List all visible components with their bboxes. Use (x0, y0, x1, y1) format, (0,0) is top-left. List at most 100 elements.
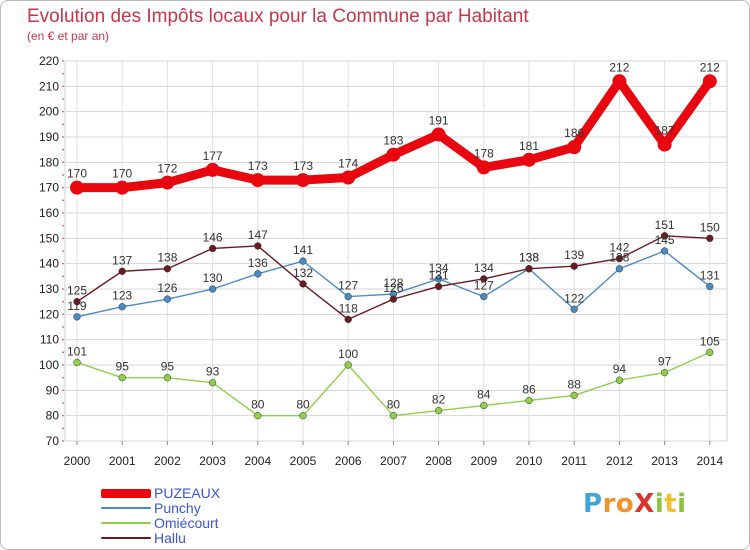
y-tick-label: 100 (39, 358, 59, 372)
data-label: 146 (203, 230, 223, 244)
legend-swatch (101, 537, 151, 539)
data-label: 178 (474, 146, 494, 160)
data-label: 100 (338, 347, 358, 361)
chart-title: Evolution des Impôts locaux pour la Comm… (27, 6, 529, 27)
y-minor-tick (62, 376, 64, 379)
data-label: 137 (112, 253, 132, 267)
x-tick-label: 2005 (290, 454, 317, 468)
data-point (73, 358, 81, 367)
data-label: 82 (432, 393, 446, 407)
data-point (570, 305, 578, 313)
data-label: 174 (338, 157, 358, 171)
data-label: 123 (112, 289, 132, 303)
grid (64, 60, 728, 442)
y-minor-tick (62, 427, 64, 430)
x-tick-label: 2002 (154, 454, 181, 468)
data-point (299, 280, 307, 288)
x-tick-label: 2010 (516, 454, 543, 468)
data-point (434, 406, 443, 415)
y-minor-tick (62, 288, 64, 290)
data-label: 80 (387, 398, 401, 412)
data-point (434, 275, 443, 283)
data-label: 86 (522, 382, 536, 396)
data-label: 126 (157, 281, 177, 295)
y-minor-tick (62, 313, 64, 316)
data-point (434, 282, 443, 291)
y-tick-label: 70 (46, 434, 60, 448)
y-minor-tick (62, 364, 64, 366)
data-point (73, 298, 81, 306)
data-label: 212 (700, 60, 720, 74)
x-tick-label: 2006 (335, 454, 362, 468)
data-point (702, 74, 717, 89)
data-point (208, 285, 217, 293)
data-point (389, 412, 398, 420)
data-point (70, 180, 84, 195)
x-tick-label: 2012 (606, 454, 633, 468)
y-minor-tick (62, 110, 64, 113)
data-label: 138 (519, 251, 539, 265)
data-label: 130 (203, 271, 223, 285)
x-tick-label: 2004 (244, 454, 271, 468)
y-tick-label: 120 (39, 307, 59, 321)
y-minor-tick (62, 161, 64, 164)
data-label: 118 (339, 301, 358, 315)
data-point (205, 162, 220, 177)
y-minor-tick (62, 300, 64, 303)
data-label: 183 (383, 134, 403, 148)
data-label: 170 (67, 167, 87, 181)
data-point (254, 412, 262, 420)
data-point (706, 348, 714, 356)
data-labels: 170 170 172 177 173 173 174 183 191 178 181 186 212 1… (67, 60, 720, 411)
data-point (163, 374, 172, 382)
data-label: 173 (248, 159, 268, 173)
data-label: 93 (206, 365, 220, 379)
data-label: 181 (519, 139, 539, 153)
data-label: 122 (564, 291, 584, 305)
y-tick-label: 160 (39, 206, 59, 220)
data-label: 126 (383, 281, 403, 295)
data-point (706, 282, 714, 291)
x-tick-label: 2011 (561, 454, 587, 468)
data-label: 147 (248, 228, 268, 242)
data-point (570, 391, 578, 400)
data-label: 191 (429, 113, 449, 127)
proxiti-logo: ProXiti (583, 489, 687, 519)
y-minor-tick (62, 326, 64, 328)
data-point (344, 361, 352, 369)
data-point (73, 313, 81, 321)
y-minor-tick (62, 338, 64, 341)
data-point (118, 267, 126, 275)
data-point (615, 265, 624, 273)
data-label: 101 (67, 344, 87, 358)
data-label: 145 (655, 233, 675, 247)
data-label: 80 (251, 398, 265, 412)
legend-label: Punchy (154, 500, 201, 516)
y-minor-tick (62, 174, 64, 176)
data-label: 95 (161, 360, 175, 374)
data-point (254, 242, 262, 250)
data-label: 138 (157, 251, 177, 265)
data-label: 119 (67, 299, 86, 313)
legend-label: Omiécourt (154, 515, 219, 531)
data-label: 151 (655, 218, 675, 232)
data-label: 136 (248, 256, 268, 270)
data-label: 134 (474, 261, 494, 275)
data-point (706, 234, 714, 242)
y-tick-label: 110 (40, 333, 59, 347)
data-label: 127 (474, 279, 494, 293)
legend-label: PUZEAUX (154, 485, 221, 501)
y-minor-tick (62, 123, 64, 126)
data-label: 150 (700, 220, 720, 234)
data-point (657, 137, 672, 152)
data-label: 172 (157, 162, 177, 176)
y-tick-label: 180 (39, 155, 59, 169)
y-tick-label: 140 (39, 257, 59, 271)
data-label: 138 (519, 251, 539, 265)
y-tick-label: 190 (39, 130, 59, 144)
y-minor-tick (62, 275, 64, 278)
y-minor-tick (62, 199, 64, 202)
legend-swatch (101, 522, 151, 524)
y-minor-tick (62, 186, 64, 189)
